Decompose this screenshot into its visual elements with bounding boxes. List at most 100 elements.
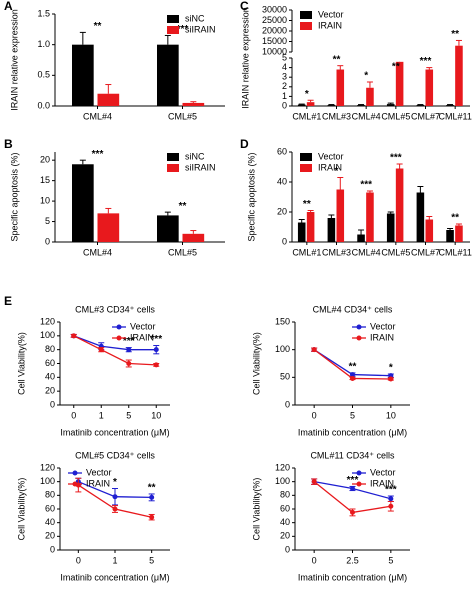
x-tick-label: CML#7 <box>411 111 440 121</box>
significance: *** <box>123 336 135 347</box>
y-tick-label: 120 <box>40 316 55 326</box>
panel-label: E <box>4 294 12 308</box>
x-tick-label: 0 <box>76 555 81 565</box>
legend-label: IRAIN <box>318 162 342 172</box>
point <box>388 376 394 382</box>
legend-label: siNC <box>185 151 205 161</box>
bar <box>357 234 365 242</box>
bar <box>395 168 404 242</box>
point <box>126 347 132 353</box>
legend-label: Vector <box>318 151 344 161</box>
x-tick-label: 5 <box>388 555 393 565</box>
y-tick-label: 60 <box>277 146 287 156</box>
legend-marker <box>116 335 122 341</box>
legend-swatch <box>300 164 312 172</box>
point <box>71 333 77 339</box>
y-tick-label: 10 <box>40 195 50 205</box>
x-tick-label: CML#1 <box>292 247 321 257</box>
y-tick-label: 20 <box>40 155 50 165</box>
point <box>350 509 355 515</box>
x-tick-label: CML#3 <box>322 111 351 121</box>
bar <box>72 164 94 242</box>
significance: *** <box>347 475 359 486</box>
bar <box>336 189 345 242</box>
point <box>112 506 118 512</box>
y-tick-label: 60 <box>45 503 55 513</box>
panel-label: C <box>240 0 249 13</box>
chart-title: CML#11 CD34⁺ cells <box>310 450 395 460</box>
y-tick-label: 40 <box>45 372 55 382</box>
bar <box>425 69 434 106</box>
bar <box>366 87 374 106</box>
point <box>112 494 118 500</box>
y-tick-label: 0 <box>50 399 55 409</box>
y-tick-label: 20000 <box>262 25 287 35</box>
significance: *** <box>177 24 189 35</box>
chart-title: CML#3 CD34⁺ cells <box>75 304 155 314</box>
significance: *** <box>360 180 372 191</box>
bar <box>97 213 120 242</box>
legend-label: IRAIN <box>86 478 110 488</box>
y-tick-label: 30000 <box>262 4 287 14</box>
y-tick-label: 40 <box>277 176 287 186</box>
legend-swatch <box>167 153 179 161</box>
bar <box>182 102 205 106</box>
y-tick-label: 0 <box>282 100 287 110</box>
y-tick-label: 60 <box>45 358 55 368</box>
y-axis-label: Cell Viability(%) <box>251 478 261 541</box>
point <box>126 361 132 366</box>
x-tick-label: 1 <box>112 555 117 565</box>
x-tick-label: CML#4 <box>352 111 381 121</box>
point <box>388 503 394 509</box>
point <box>149 494 155 500</box>
x-tick-label: CML#4 <box>83 111 112 121</box>
significance: * <box>389 363 393 374</box>
significance: ** <box>451 213 459 224</box>
significance: *** <box>385 485 397 496</box>
bar <box>297 222 306 242</box>
legend-label: siIRAIN <box>185 24 216 34</box>
x-tick-label: CML#11 <box>438 247 471 257</box>
legend-label: Vector <box>370 321 396 331</box>
y-tick-label: 0.0 <box>37 100 50 110</box>
line <box>73 335 157 351</box>
legend-marker <box>356 324 362 330</box>
legend-swatch <box>167 164 179 172</box>
significance: *** <box>420 56 432 67</box>
point <box>388 496 394 502</box>
bar <box>416 105 425 106</box>
legend-marker <box>116 324 122 330</box>
y-tick-label: 1.5 <box>37 8 50 18</box>
bar <box>395 61 404 106</box>
x-axis-label: Imatinib concentration (μM) <box>60 427 169 437</box>
y-tick-label: 0 <box>282 236 287 246</box>
x-tick-label: 0 <box>71 410 76 420</box>
y-tick-label: 20 <box>45 531 55 541</box>
bar <box>416 192 425 242</box>
legend-swatch <box>167 26 179 34</box>
legend-label: IRAIN <box>370 478 394 488</box>
y-tick-label: 0.5 <box>37 70 50 80</box>
bar <box>455 225 463 242</box>
y-tick-label: 0 <box>50 544 55 554</box>
y-tick-label: 10000 <box>262 46 287 56</box>
y-tick-label: 2 <box>282 81 287 91</box>
point <box>350 372 355 378</box>
legend-marker <box>72 481 78 487</box>
x-tick-label: CML#5 <box>381 111 410 121</box>
x-tick-label: 0 <box>312 410 317 420</box>
bar <box>386 104 395 106</box>
legend-label: Vector <box>86 467 112 477</box>
y-tick-label: 60 <box>280 503 290 513</box>
y-tick-label: 80 <box>45 344 55 354</box>
y-tick-label: 20 <box>277 206 287 216</box>
y-tick-label: 100 <box>275 344 290 354</box>
point <box>98 347 104 353</box>
y-tick-label: 40 <box>45 517 55 527</box>
point <box>149 514 155 520</box>
y-axis-label: Cell Viability(%) <box>16 478 26 541</box>
x-tick-label: CML#4 <box>352 247 381 257</box>
bar <box>297 104 306 106</box>
y-tick-label: 100 <box>40 330 55 340</box>
